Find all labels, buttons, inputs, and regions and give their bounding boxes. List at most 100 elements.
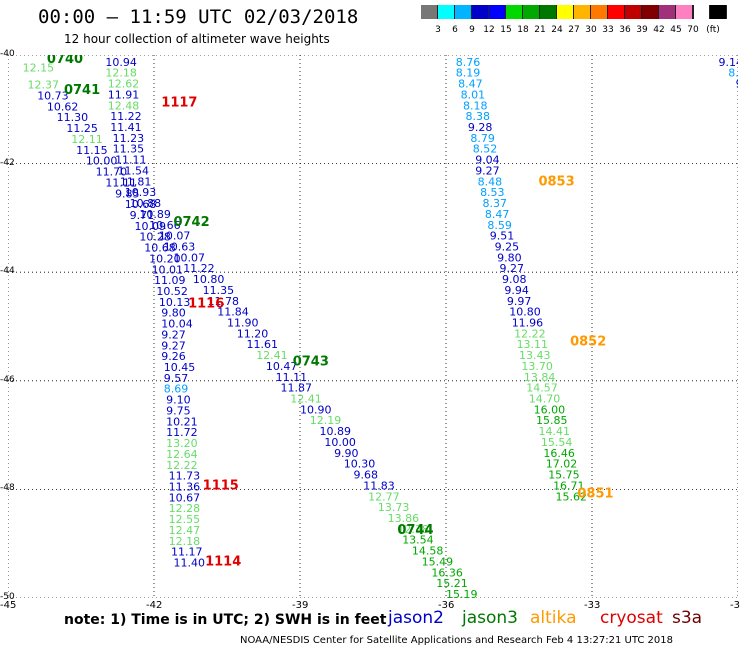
wave-height-value: 12.18 [105,67,137,80]
wave-height-value: 16.71 [553,479,585,492]
color-scale-cell [455,5,472,19]
wave-height-value: 15.54 [541,436,573,449]
color-scale-cell [642,5,659,19]
wave-height-value: 11.90 [227,317,259,330]
wave-height-value: 16.36 [431,566,463,579]
wave-height-value: 10.90 [300,403,332,416]
wave-height-value: 14.58 [412,545,444,558]
wave-height-value: 10.93 [125,186,157,199]
wave-height-value: 14.70 [529,393,561,406]
wave-height-value: 13.11 [517,338,549,351]
page-subtitle: 12 hour collection of altimeter wave hei… [64,32,330,46]
wave-height-value: 11.61 [246,338,278,351]
wave-height-value: 8.53 [480,186,505,199]
wave-height-value: 12.37 [27,79,59,92]
color-scale-cell [438,5,455,19]
wave-height-value: 13.43 [519,349,551,362]
wave-height-value: 12.22 [166,459,198,472]
wave-height-value: 11.81 [120,175,152,188]
credit-line: NOAA/NESDIS Center for Satellite Applica… [240,635,673,646]
wave-height-value: 12.18 [169,535,201,548]
color-scale-cell [693,5,710,19]
wave-height-value: 10.63 [164,240,196,253]
wave-height-value: 9.85 [115,187,140,200]
wave-height-value: 8.48 [728,67,738,80]
wave-height-value: 10.89 [319,425,351,438]
wave-height-value: 9.04 [475,154,500,167]
wave-height-value: 13.54 [402,534,434,547]
wave-height-value: 11.70 [96,166,128,179]
pass-time-label: 0741 [64,83,100,98]
wave-height-value: 11.09 [154,274,186,287]
wave-height-value: 8.47 [485,208,510,221]
wave-height-value: 11.78 [208,295,240,308]
wave-height-value: 15.21 [436,577,468,590]
wave-height-value: 10.04 [161,318,193,331]
wave-height-value: 9.94 [504,284,529,297]
wave-height-value: 11.25 [66,122,98,135]
page-title: 00:00 – 11:59 UTC 02/03/2018 [38,6,359,28]
wave-height-value: 12.41 [290,393,322,406]
legend-altika: altika [530,608,577,628]
wave-height-value: 10.00 [324,436,356,449]
wave-height-value: 12.77 [368,490,400,503]
wave-height-value: 11.11 [276,371,308,384]
wave-height-value: 9.26 [161,350,186,363]
pass-time-label: 0852 [570,335,606,350]
x-tick-label: -42 [146,600,163,611]
wave-height-value: 16.00 [534,403,566,416]
map-svg: 12.15 12.3710.7310.6211.3011.2512.1111.15… [7,52,740,634]
wave-height-value: 11.35 [203,284,235,297]
color-scale-cell [608,5,625,19]
wave-height-value: 11.22 [183,262,215,275]
wave-height-value: 8.52 [473,143,498,156]
color-scale-label: 36 [619,25,631,35]
color-scale-cell [659,5,676,19]
legend-s3a: s3a [672,608,703,628]
pass-time-label: 1116 [188,296,224,311]
wave-height-value: 11.22 [110,110,142,123]
color-scale-cell [557,5,574,19]
wave-height-value: 11.23 [113,132,145,145]
color-scale-cell [591,5,608,19]
wave-height-value: 10.89 [139,208,171,221]
wave-height-value: 11.30 [57,111,89,124]
wave-height-value: 12.15 [23,61,55,74]
wave-height-value: 13.20 [166,437,198,450]
wave-height-value: 8.37 [483,197,508,210]
color-scale-cell [421,5,438,19]
wave-height-value: 8.48 [478,175,503,188]
wave-height-value: 11.20 [237,327,269,340]
wave-height-value: 9.68 [354,469,379,482]
wave-height-value: 9.25 [495,240,519,253]
wave-height-value: 11.87 [281,382,313,395]
wave-height-value: 10.07 [173,251,205,264]
wave-height-value: 12.41 [256,349,288,362]
color-scale-label: 15 [500,25,512,35]
pass-time-label: 1117 [161,96,197,111]
wave-height-value: 14.41 [538,425,570,438]
wave-height-value: 10.28 [139,231,171,244]
wave-height-value: 10.30 [344,458,376,471]
wave-height-value: 13.70 [521,360,553,373]
wave-height-value: 11.41 [110,121,142,134]
wave-height-value: 13.84 [524,371,556,384]
map-plot-area[interactable]: 12.15 12.37 10.73 10.62 11.30 11.25 12.11 11.15… [7,52,740,634]
color-scale-label: 18 [517,25,529,35]
wave-height-value: 9.75 [166,404,191,417]
wave-height-value: 12.55 [169,513,201,526]
wave-height-value: 10.80 [509,306,541,319]
wave-height-value: 12.47 [169,524,201,537]
color-scale-label: 70 [687,25,699,35]
y-tick-label: -44 [0,266,15,277]
y-tick-label: -42 [0,157,15,168]
color-scale-cell [489,5,506,19]
wave-height-value: 11.54 [118,164,150,177]
x-tick-label: -39 [292,600,309,611]
wave-height-value: 15.85 [536,414,568,427]
wave-height-value: 13.86 [388,512,420,525]
wave-height-value: 10.68 [125,198,157,211]
wave-height-value: 10.68 [144,242,176,255]
color-scale-label: 3 [435,25,441,35]
wave-height-value: 8.18 [463,99,488,112]
